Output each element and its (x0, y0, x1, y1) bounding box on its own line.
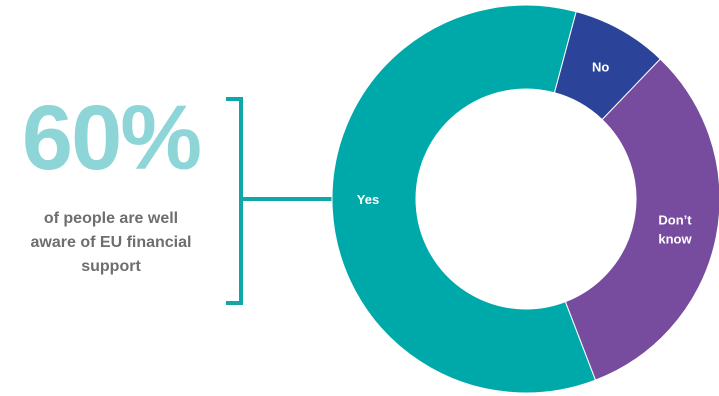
caption-line-2: aware of EU financial (30, 234, 192, 251)
donut-slice-yes (331, 4, 597, 394)
slice-label-yes: Yes (357, 192, 379, 207)
caption-line-1: of people are well (43, 210, 179, 227)
slice-label-no: No (592, 60, 609, 75)
highlight-percentage: 60% (21, 87, 202, 189)
donut-slice-don-t-know (564, 58, 719, 381)
highlight-caption: of people are well aware of EU financial… (0, 207, 222, 279)
slice-label-don-t-know: Don’t know (658, 213, 692, 247)
caption-line-3: support (81, 258, 141, 275)
